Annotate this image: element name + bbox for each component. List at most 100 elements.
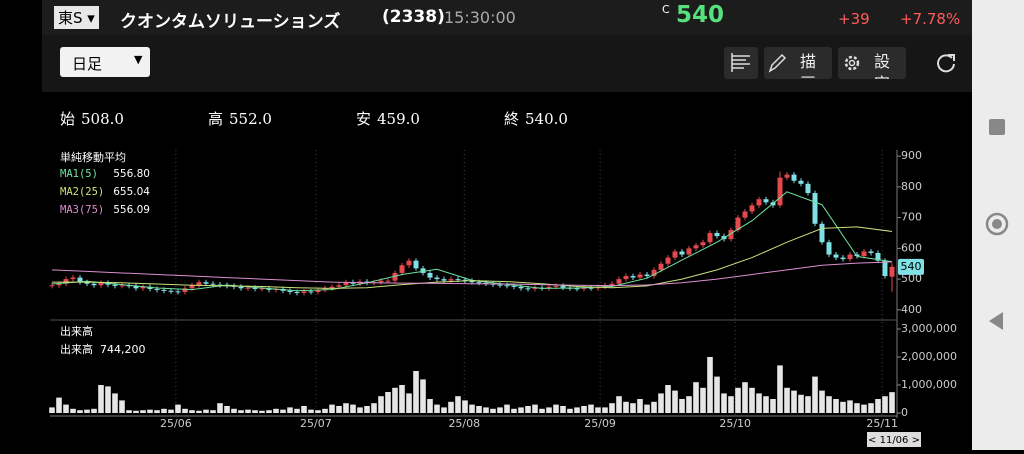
back-button[interactable] <box>989 312 1003 330</box>
volume-bar <box>735 387 741 413</box>
candle-body <box>266 288 272 290</box>
ma-legend-title: 単純移動平均 <box>60 150 126 164</box>
y-tick-label: 800 <box>901 180 922 193</box>
candle-body <box>210 283 216 285</box>
candle-body <box>805 183 811 194</box>
y-tick-label: 500 <box>901 272 922 285</box>
volume-bar <box>679 399 685 413</box>
candle-body <box>525 288 531 290</box>
change: +39 <box>838 10 870 28</box>
volume-legend-name: 出来高 <box>60 342 93 356</box>
ohlc-value: 552.0 <box>229 110 272 128</box>
candle-body <box>700 242 706 246</box>
volume-bar <box>826 396 832 413</box>
home-dot <box>992 219 1002 229</box>
volume-bar <box>196 410 202 413</box>
volume-bar <box>364 406 370 413</box>
price-tag <box>898 258 924 275</box>
volume-bar <box>602 407 608 413</box>
period-select[interactable]: 日足 ▼ <box>60 47 150 77</box>
candle-body <box>861 251 867 257</box>
candle-body <box>189 285 195 289</box>
refresh-button[interactable] <box>934 51 958 75</box>
candle-body <box>798 180 804 184</box>
volume-bar <box>805 396 811 413</box>
home-button[interactable] <box>985 212 1009 236</box>
volume-bar <box>238 410 244 413</box>
candle-body <box>49 285 55 287</box>
volume-bar <box>441 407 447 413</box>
candle-body <box>672 251 678 258</box>
candle-body <box>308 291 314 293</box>
candle-body <box>364 281 370 283</box>
volume-bar <box>392 387 398 413</box>
volume-bar <box>630 403 636 413</box>
candle-body <box>637 274 643 278</box>
volume-bar <box>56 397 62 413</box>
candle-body <box>735 217 741 230</box>
volume-bar <box>385 392 391 413</box>
candle-body <box>476 282 482 284</box>
volume-bar <box>273 408 279 413</box>
volume-bar <box>483 407 489 413</box>
volume-bar <box>784 387 790 413</box>
volume-bar <box>105 386 111 413</box>
candle-body <box>392 272 398 281</box>
recents-button[interactable] <box>989 119 1005 135</box>
volume-bar <box>203 409 209 413</box>
nav-bar <box>972 0 1024 450</box>
volume-bar <box>637 399 643 413</box>
volume-bar <box>371 403 377 413</box>
candle-body <box>301 291 307 293</box>
ohlc-value: 459.0 <box>377 110 420 128</box>
candle-body <box>77 277 83 283</box>
volume-bar <box>357 407 363 413</box>
volume-bar <box>518 407 524 413</box>
volume-bar <box>665 385 671 413</box>
settings-text: 設定 <box>874 52 891 79</box>
candle-body <box>882 260 888 277</box>
volume-bar <box>861 404 867 413</box>
volume-bar <box>721 393 727 413</box>
candle-body <box>511 285 517 287</box>
candle-body <box>462 279 468 281</box>
candle-body <box>532 287 538 289</box>
indicator-button[interactable] <box>724 47 758 79</box>
dropdown-arrow: ▼ <box>134 53 143 66</box>
volume-bar <box>133 410 139 413</box>
y-tick-label: 900 <box>901 149 922 162</box>
candle-body <box>644 274 650 277</box>
volume-bar <box>868 403 874 413</box>
exchange[interactable]: 東S ▾ <box>54 6 99 29</box>
volume-bar <box>112 393 118 413</box>
candle-body <box>560 285 566 288</box>
candle-body <box>469 280 475 283</box>
volume-bar <box>420 379 426 413</box>
candle-body <box>777 177 783 206</box>
ohlc-item: 高 552.0 <box>208 108 272 129</box>
gear-icon <box>844 55 860 71</box>
candle-body <box>455 279 461 281</box>
volume-bar <box>427 399 433 413</box>
volume-bar <box>840 401 846 413</box>
candle-body <box>217 284 223 286</box>
volume-bar <box>567 408 573 413</box>
settings-button[interactable]: 設定 <box>838 47 906 79</box>
volume-bar <box>455 396 461 413</box>
candle-body <box>252 287 258 289</box>
volume-bar <box>476 406 482 413</box>
volume-bar <box>791 390 797 413</box>
volume-bar <box>322 408 328 413</box>
candle-body <box>763 199 769 203</box>
candle-body <box>119 285 125 287</box>
candle-body <box>413 260 419 269</box>
candle-body <box>140 286 146 289</box>
x-tick-label: 25/08 <box>448 417 480 430</box>
draw-button[interactable]: 描画 <box>764 47 832 79</box>
y-tick-label: 600 <box>901 241 922 254</box>
candle-body <box>196 282 202 286</box>
y-tick-label: 400 <box>901 303 922 316</box>
toolbar: 日足 ▼ 描画 設定 <box>42 35 972 92</box>
candle-body <box>168 290 174 292</box>
candle-body <box>161 289 167 291</box>
